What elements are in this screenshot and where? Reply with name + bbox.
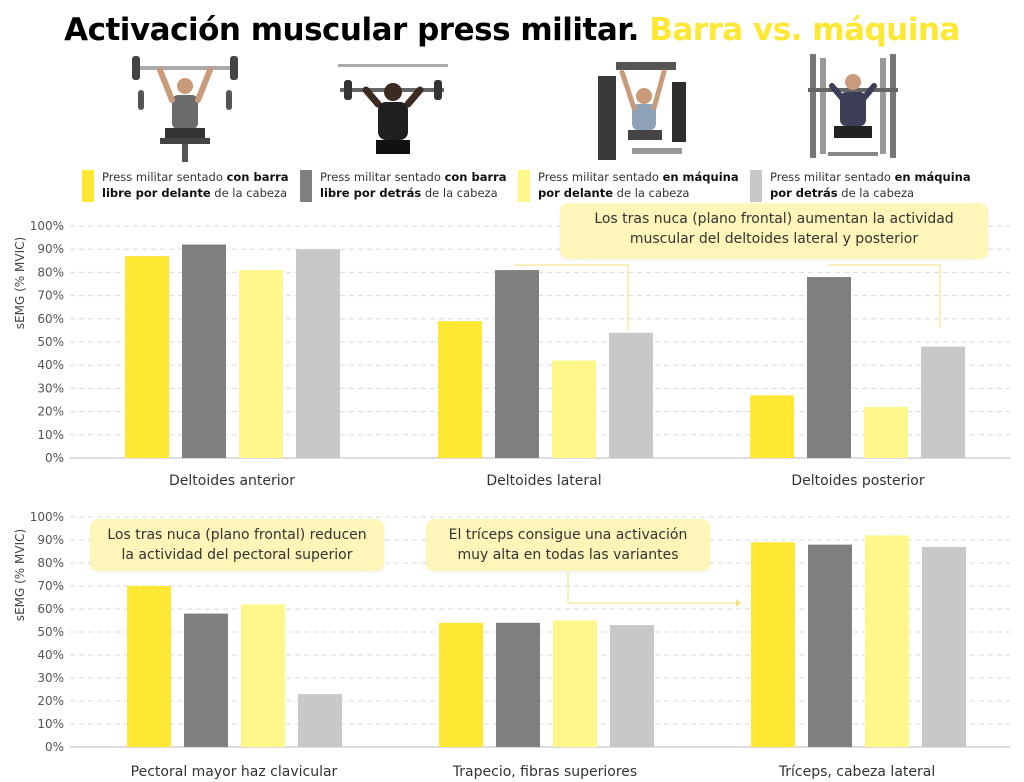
callout-arrowhead xyxy=(736,599,741,607)
bar xyxy=(239,270,283,458)
bar xyxy=(922,546,966,747)
category-label: Tríceps, cabeza lateral xyxy=(778,764,935,780)
bar xyxy=(241,604,285,747)
category-label: Trapecio, fibras superiores xyxy=(452,764,637,780)
bar xyxy=(807,277,851,458)
bar xyxy=(750,395,794,458)
y-tick-label: 40% xyxy=(37,648,64,662)
legend-swatch xyxy=(518,170,530,202)
bar xyxy=(751,542,795,747)
category-label: Deltoides posterior xyxy=(791,473,925,489)
bar xyxy=(610,625,654,747)
legend-text: Press militar sentado en máquina por dela… xyxy=(538,170,739,200)
bar xyxy=(865,535,909,747)
bar xyxy=(125,256,169,458)
legend-swatch xyxy=(750,170,762,202)
y-tick-label: 40% xyxy=(37,358,64,372)
legend-text: Press militar sentado en máquina por detr… xyxy=(770,170,971,200)
bar xyxy=(438,321,482,458)
bar xyxy=(127,586,171,747)
bar xyxy=(921,346,965,458)
callout-triceps: El tríceps consigue una activación muy a… xyxy=(426,519,710,571)
y-tick-label: 0% xyxy=(45,451,64,465)
y-tick-label: 20% xyxy=(37,694,64,708)
y-tick-label: 100% xyxy=(30,219,64,233)
y-tick-label: 0% xyxy=(45,740,64,754)
category-label: Deltoides anterior xyxy=(169,473,295,489)
bar xyxy=(296,249,340,458)
y-tick-label: 60% xyxy=(37,312,64,326)
callout-connector xyxy=(567,572,736,604)
chart-title: Activación muscular press militar. Barra… xyxy=(0,12,1024,48)
front-barbell-press-photo-icon xyxy=(132,56,238,162)
y-tick-label: 30% xyxy=(37,381,64,395)
callout-line-1: Los tras nuca (plano frontal) reducen xyxy=(107,527,367,543)
title-accent: Barra vs. máquina xyxy=(649,12,960,48)
y-tick-label: 100% xyxy=(30,510,64,524)
bar xyxy=(495,270,539,458)
bar xyxy=(496,622,540,747)
y-tick-label: 70% xyxy=(37,289,64,303)
y-tick-label: 60% xyxy=(37,602,64,616)
bar xyxy=(182,244,226,458)
y-tick-label: 50% xyxy=(37,335,64,349)
callout-line-2: la actividad del pectoral superior xyxy=(121,547,353,563)
bar xyxy=(439,622,483,747)
callout-deltoid-lateral-posterior: Los tras nuca (plano frontal) aumentan l… xyxy=(560,203,988,259)
legend-swatch xyxy=(300,170,312,202)
callout-line-1: Los tras nuca (plano frontal) aumentan l… xyxy=(594,211,954,227)
legend-text: Press militar sentado con barra libre por… xyxy=(320,170,507,200)
y-tick-label: 90% xyxy=(37,242,64,256)
behind-neck-machine-press-photo-icon xyxy=(808,54,898,158)
legend-text: Press militar sentado con barra libre por… xyxy=(102,170,289,200)
y-tick-label: 80% xyxy=(37,265,64,279)
y-tick-label: 90% xyxy=(37,533,64,547)
front-machine-press-photo-icon xyxy=(598,62,686,160)
category-label: Pectoral mayor haz clavicular xyxy=(131,764,338,780)
y-tick-label: 70% xyxy=(37,579,64,593)
callout-pectoral: Los tras nuca (plano frontal) reducen la… xyxy=(90,519,384,571)
legend-swatch xyxy=(82,170,94,202)
y-tick-label: 10% xyxy=(37,717,64,731)
bar xyxy=(609,332,653,458)
bar xyxy=(553,620,597,747)
y-tick-label: 30% xyxy=(37,671,64,685)
y-tick-label: 80% xyxy=(37,556,64,570)
bar xyxy=(864,406,908,458)
callout-connector xyxy=(514,264,629,330)
category-label: Deltoides lateral xyxy=(486,473,601,489)
behind-neck-barbell-press-photo-icon xyxy=(338,64,448,154)
callout-connector xyxy=(828,264,941,328)
callout-line-2: muscular del deltoides lateral y posteri… xyxy=(629,231,919,247)
callout-line-2: muy alta en todas las variantes xyxy=(457,547,679,563)
title-main: Activación muscular press militar. xyxy=(64,12,639,48)
bar xyxy=(552,360,596,458)
bar xyxy=(298,694,342,747)
y-tick-label: 10% xyxy=(37,428,64,442)
y-tick-label: 50% xyxy=(37,625,64,639)
callout-line-1: El tríceps consigue una activación xyxy=(448,527,688,543)
bar xyxy=(808,544,852,747)
bar xyxy=(184,613,228,747)
y-tick-label: 20% xyxy=(37,405,64,419)
